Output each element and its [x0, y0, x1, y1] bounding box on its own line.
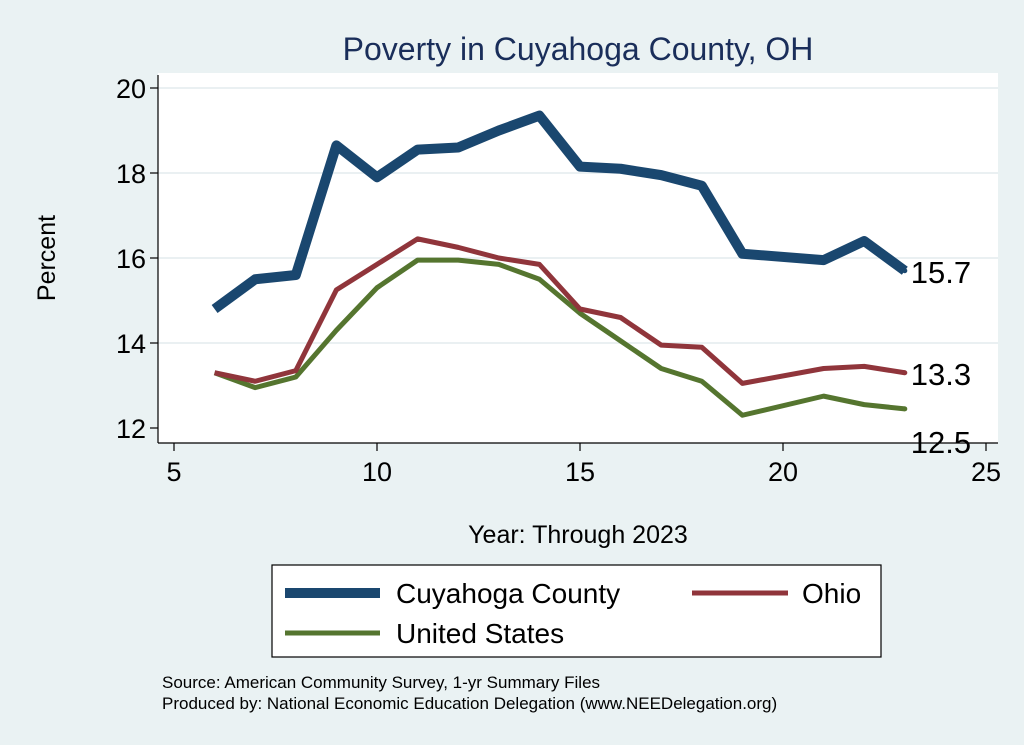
x-tick-label: 5	[166, 457, 181, 487]
x-axis-label: Year: Through 2023	[468, 521, 688, 549]
x-tick-label: 25	[971, 457, 1001, 487]
end-labels: 12.5 13.3 15.7	[911, 255, 971, 460]
end-marker-cuyahoga-county	[902, 268, 908, 274]
series-line-united-states	[213, 257, 906, 418]
legend-label-united-states: United States	[396, 618, 564, 649]
y-tick-label: 18	[116, 159, 146, 189]
x-tick-label: 10	[362, 457, 392, 487]
end-label-united-states: 12.5	[911, 425, 971, 460]
gridlines	[158, 87, 998, 344]
chart-title: Poverty in Cuyahoga County, OH	[343, 31, 814, 67]
series-line-ohio	[214, 236, 906, 386]
end-marker-united-states	[902, 406, 908, 412]
produced-by-note: Produced by: National Economic Education…	[162, 694, 777, 713]
source-note: Source: American Community Survey, 1-yr …	[162, 673, 600, 692]
series-line-cuyahoga-county	[211, 110, 908, 314]
series-lines	[211, 110, 908, 418]
end-label-ohio: 13.3	[911, 357, 971, 392]
legend: Cuyahoga County Ohio United States	[271, 564, 882, 658]
y-tick-label: 16	[116, 244, 146, 274]
x-tick-label: 15	[565, 457, 595, 487]
x-tick-label: 20	[768, 457, 798, 487]
y-tick-label: 12	[116, 414, 146, 444]
axes: 12 14 16 18 20 5 10 15 20 25	[116, 74, 1001, 487]
legend-label-cuyahoga-county: Cuyahoga County	[396, 578, 620, 609]
y-tick-label: 14	[116, 329, 146, 359]
y-axis-label: Percent	[33, 215, 61, 301]
legend-label-ohio: Ohio	[802, 578, 861, 609]
end-label-cuyahoga-county: 15.7	[911, 255, 971, 290]
legend-box	[271, 564, 882, 658]
end-marker-ohio	[902, 370, 908, 376]
y-tick-label: 20	[116, 74, 146, 104]
